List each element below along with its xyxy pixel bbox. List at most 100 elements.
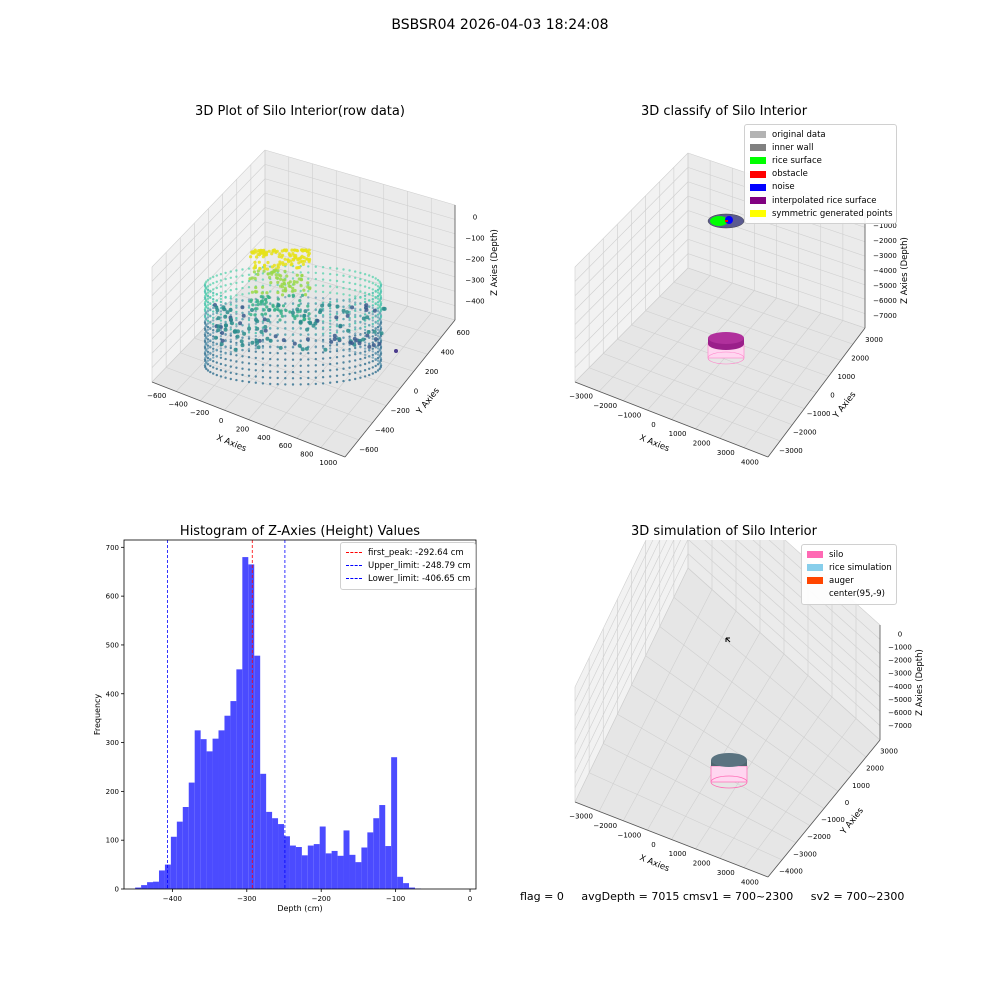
- legend-swatch: [807, 577, 823, 585]
- z-tick-label: −4000: [873, 267, 897, 275]
- raw-3d-plot[interactable]: −600−400−20002004006008001000−600−400−20…: [0, 120, 500, 480]
- y-tick-label: −400: [375, 427, 394, 435]
- y-axis-label: Y Axies: [831, 390, 859, 422]
- y-axis-label: Y Axies: [414, 386, 442, 418]
- histogram-bar: [361, 847, 368, 889]
- x-tick-label: −3000: [569, 813, 593, 821]
- histogram-legend-item: first_peak: -292.64 cm: [346, 546, 470, 559]
- y-tick-label: 200: [425, 368, 438, 376]
- x-axis-line: [151, 381, 346, 458]
- histogram-bar: [313, 844, 320, 889]
- x-tick-label: −3000: [569, 393, 593, 401]
- y-tick-label: −600: [359, 446, 378, 454]
- simulation-legend-item: silo: [807, 548, 891, 561]
- z-axis-label: Z Axies (Depth): [915, 649, 925, 716]
- histogram-bar: [367, 832, 374, 889]
- histogram-bars: [135, 557, 421, 889]
- legend-swatch: [750, 131, 766, 139]
- legend-line: [346, 565, 362, 567]
- plot-frame: [123, 539, 477, 890]
- y-tick-label: 300: [106, 739, 119, 747]
- y-tick-label: 3000: [880, 748, 898, 756]
- histogram-title: Histogram of Z-Axies (Height) Values: [179, 524, 421, 539]
- z-tick-label: −3000: [873, 252, 897, 260]
- x-tick-label: −200: [190, 409, 209, 417]
- obstacle-points: [725, 220, 728, 222]
- x-tick-label: 4000: [741, 878, 759, 886]
- histogram-bar: [188, 782, 195, 889]
- legend-label: Upper_limit: -248.79 cm: [368, 560, 471, 571]
- y-tick-label: 600: [456, 329, 469, 337]
- histogram-bar: [147, 882, 154, 889]
- simulation-3d-plot[interactable]: −3000−2000−100001000200030004000−4000−30…: [500, 540, 1000, 900]
- x-tick-label: −2000: [593, 822, 617, 830]
- x-tick-label: 4000: [741, 458, 759, 466]
- legend-swatch: [750, 210, 766, 218]
- x-tick-label: −600: [147, 392, 166, 400]
- legend-swatch: [750, 170, 766, 178]
- histogram-bar: [331, 850, 338, 889]
- histogram-bar: [307, 845, 314, 889]
- legend-swatch: [750, 144, 766, 152]
- x-tick-label: 0: [651, 841, 655, 849]
- histogram-bar: [289, 845, 296, 889]
- y-tick-label: −4000: [779, 867, 803, 875]
- rice-surface-points: [710, 216, 728, 226]
- y-tick-label: 500: [106, 641, 119, 649]
- x-tick-label: −200: [312, 895, 331, 903]
- legend-swatch: [750, 197, 766, 205]
- x-tick-label: 3000: [717, 449, 735, 457]
- z-tick-label: −4000: [888, 683, 912, 691]
- legend-label: auger: [829, 575, 854, 586]
- y-tick-label: 3000: [865, 336, 883, 344]
- histogram-chart: −400 −300 −200 −100 0 0 100 200 300 400 500 600 700 D…: [93, 539, 477, 913]
- sv2-text: sv2 = 700~2300: [810, 890, 905, 903]
- x-tick-label: −1000: [617, 411, 641, 419]
- raw-panel-title: 3D Plot of Silo Interior(row data): [195, 104, 405, 119]
- histogram-legend-item: Upper_limit: -248.79 cm: [346, 559, 471, 572]
- legend-line: [346, 578, 362, 580]
- histogram-legend: first_peak: -292.64 cm Upper_limit: -248.…: [340, 542, 476, 590]
- y-tick-label: 200: [106, 788, 119, 796]
- x-tick-label: 600: [279, 442, 292, 450]
- y-tick-label: 2000: [866, 765, 884, 773]
- y-tick-label: 0: [115, 886, 119, 894]
- histogram-bar: [397, 876, 404, 889]
- x-axis-label: X Axies: [215, 433, 248, 454]
- legend-swatch: [807, 551, 823, 559]
- z-tick-label: −2000: [873, 237, 897, 245]
- histogram-bar: [409, 887, 415, 889]
- legend-label: rice surface: [772, 155, 822, 166]
- histogram-bar: [391, 757, 398, 889]
- x-axis-line: [574, 801, 769, 878]
- histogram-bar: [295, 847, 302, 889]
- y-tick-label: −3000: [793, 850, 817, 858]
- classify-panel-title: 3D classify of Silo Interior: [640, 104, 808, 119]
- z-tick-label: 0: [473, 213, 477, 221]
- y-axis-line: [767, 327, 866, 458]
- z-tick-label: −7000: [888, 722, 912, 730]
- x-tick-label: −2000: [593, 402, 617, 410]
- legend-swatch: [750, 183, 766, 191]
- histogram-bar: [206, 751, 213, 889]
- z-tick-label: −300: [465, 276, 484, 284]
- interpolated-rice-top: [708, 332, 744, 344]
- simulation-objects: [710, 637, 748, 789]
- histogram-bar: [141, 885, 148, 889]
- histogram-bar: [176, 821, 183, 889]
- x-tick-label: −400: [163, 895, 182, 903]
- legend-label: symmetric generated points: [772, 208, 893, 219]
- y-tick-label: 700: [106, 544, 119, 552]
- legend-label: noise: [772, 182, 795, 193]
- x-tick-label: 400: [257, 434, 270, 442]
- histogram-bar: [153, 881, 159, 889]
- histogram-legend-item: Lower_limit: -406.65 cm: [346, 572, 470, 585]
- histogram-bar: [349, 854, 356, 889]
- x-tick-label: 800: [300, 451, 313, 459]
- z-axis-label: Z Axies (Depth): [490, 229, 500, 296]
- histogram-bar: [373, 818, 380, 889]
- y-axis-line: [767, 739, 881, 878]
- classify-3d-plot[interactable]: −3000−2000−100001000200030004000−3000−20…: [500, 120, 1000, 480]
- histogram-bar: [170, 836, 177, 889]
- histogram-bar: [248, 564, 255, 889]
